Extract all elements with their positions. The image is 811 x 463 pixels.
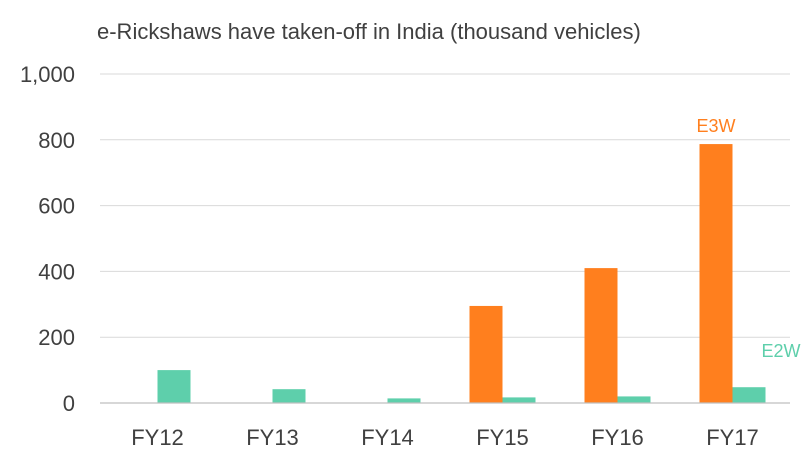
- bar-e3w-fy16: [584, 268, 618, 403]
- y-tick-label: 400: [38, 259, 75, 284]
- axes: 0 200 400 600 800 1,000 FY12 FY13 FY14 FY15 FY16 FY…: [20, 62, 790, 450]
- x-tick-label: FY15: [476, 425, 529, 450]
- y-tick-label: 0: [63, 391, 75, 416]
- gridlines: [100, 73, 790, 338]
- bar-e2w-fy14: [387, 398, 421, 403]
- series-labels: E3W E2W: [696, 116, 800, 361]
- series-label-e2w: E2W: [761, 341, 800, 361]
- x-tick-label: FY14: [361, 425, 414, 450]
- x-tick-label: FY17: [706, 425, 759, 450]
- bar-e2w-fy12: [157, 370, 191, 403]
- x-tick-label: FY16: [591, 425, 644, 450]
- bar-e3w-fy15: [469, 305, 503, 403]
- x-tick-label: FY13: [246, 425, 299, 450]
- series-label-e3w: E3W: [696, 116, 735, 136]
- y-tick-label: 200: [38, 325, 75, 350]
- bar-e2w-fy13: [272, 389, 306, 403]
- bars: [157, 144, 766, 403]
- x-tick-label: FY12: [131, 425, 184, 450]
- bar-e2w-fy17: [732, 387, 766, 403]
- y-tick-label: 600: [38, 194, 75, 219]
- chart-title: e-Rickshaws have taken-off in India (tho…: [97, 19, 641, 44]
- y-tick-label: 800: [38, 128, 75, 153]
- y-tick-label: 1,000: [20, 62, 75, 87]
- bar-e2w-fy16: [617, 396, 651, 403]
- bar-e2w-fy15: [502, 397, 536, 403]
- bar-e3w-fy17: [699, 144, 733, 403]
